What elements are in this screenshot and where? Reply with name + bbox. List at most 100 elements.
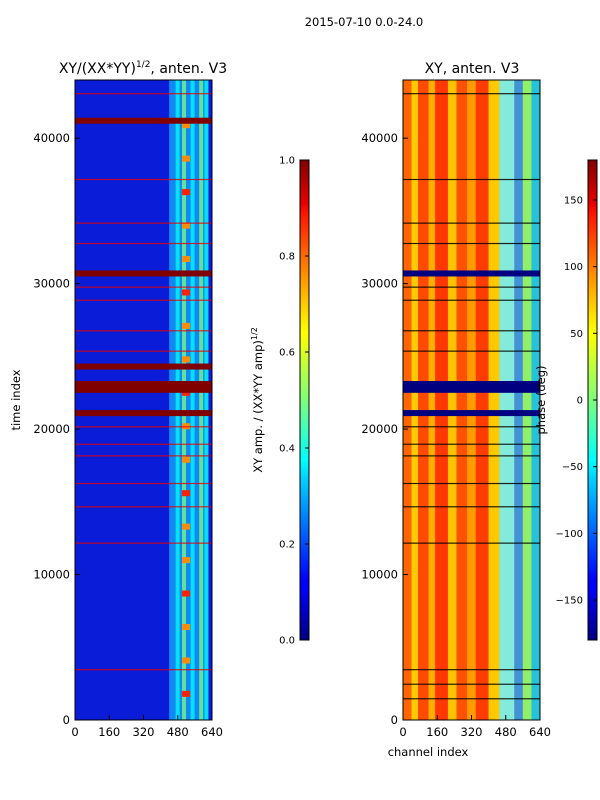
amplitude-flag-line <box>75 178 212 181</box>
amplitude-x-tick-label: 0 <box>71 725 78 739</box>
phase-panel-title: XY, anten. V3 <box>425 61 520 77</box>
phase-colorbar-tick-label: 0 <box>577 396 583 407</box>
amplitude-flag-line <box>75 443 212 445</box>
amplitude-x-tick-label: 320 <box>133 725 155 739</box>
phase-colorbar-label: phase (deg) <box>534 365 548 434</box>
phase-y-tick-label: 30000 <box>361 277 398 291</box>
amplitude-flag-line <box>75 506 212 508</box>
phase-flagged-row <box>403 381 540 387</box>
amplitude-colorbar: 0.0 0.2 0.4 0.6 0.8 1.0 XY amp. / (XX*YY amp)… <box>250 156 310 647</box>
phase-flag-line <box>403 542 540 544</box>
amplitude-x-tick-label: 160 <box>98 725 120 739</box>
phase-flag-line <box>403 178 540 181</box>
phase-flag-line <box>403 330 540 332</box>
amplitude-x-tick-label: 480 <box>167 725 189 739</box>
phase-x-axis: 0 160 320 480 640 <box>399 715 551 739</box>
amplitude-high-row <box>75 381 212 387</box>
phase-y-axis: 0 10000 20000 30000 40000 <box>361 131 408 727</box>
amplitude-colorbar-tick-label: 1.0 <box>279 156 295 167</box>
phase-x-tick-label: 480 <box>495 725 517 739</box>
phase-flagged-row <box>403 386 540 393</box>
phase-flag-line <box>403 443 540 445</box>
phase-flag-line <box>403 299 540 301</box>
phase-colorbar-tick-label: 100 <box>564 262 583 273</box>
amplitude-hot-spot <box>182 557 191 564</box>
amplitude-hot-spot <box>182 155 191 162</box>
phase-panel: XY, anten. V3 0 160 320 480 640 0 10000 20000 3… <box>361 61 598 759</box>
amplitude-heatmap <box>74 79 213 721</box>
amplitude-hot-spot <box>182 690 191 697</box>
phase-x-tick-label: 160 <box>426 725 448 739</box>
amplitude-x-tick-label: 640 <box>201 725 223 739</box>
phase-channel-band <box>428 80 436 720</box>
amplitude-bright-stripe <box>182 80 187 720</box>
amplitude-flag-line <box>75 455 212 457</box>
amplitude-flag-line <box>75 669 212 671</box>
phase-flag-line <box>403 669 540 671</box>
amplitude-bright-stripe <box>199 80 204 720</box>
amplitude-hot-spot <box>182 523 191 530</box>
amplitude-high-row <box>75 270 212 277</box>
phase-y-tick-label: 0 <box>391 713 398 727</box>
amplitude-hot-spot <box>182 590 191 597</box>
amplitude-hot-spot <box>182 256 191 262</box>
phase-channel-band <box>475 80 489 720</box>
amplitude-hot-spot <box>182 456 191 463</box>
amplitude-y-tick-label: 40000 <box>33 131 70 145</box>
phase-flag-line <box>403 698 540 700</box>
phase-x-axis-label: channel index <box>388 745 469 759</box>
phase-channel-band <box>488 80 500 720</box>
phase-colorbar-tick-label: 150 <box>564 196 583 207</box>
amplitude-hot-spot <box>182 624 191 630</box>
amplitude-flag-line <box>75 482 212 485</box>
amplitude-flag-line <box>75 93 212 95</box>
amplitude-colorbar-tick-label: 0.0 <box>279 636 295 647</box>
phase-heatmap <box>402 79 541 721</box>
amplitude-colorbar-label: XY amp. / (XX*YY amp)1/2 <box>250 327 265 473</box>
phase-x-tick-label: 640 <box>529 725 551 739</box>
amplitude-flag-line <box>75 299 212 301</box>
phase-flagged-row <box>403 270 540 277</box>
amplitude-flag-line <box>75 222 212 224</box>
phase-colorbar-tick-label: −100 <box>556 529 583 540</box>
amplitude-hot-spot <box>182 657 191 664</box>
amplitude-hot-spot <box>182 289 191 296</box>
amplitude-flag-line <box>75 542 212 544</box>
amplitude-colorbar-tick-label: 0.4 <box>279 444 295 455</box>
amplitude-flag-line <box>75 426 212 428</box>
phase-x-tick-label: 0 <box>399 725 406 739</box>
phase-flag-line <box>403 426 540 428</box>
amplitude-hot-spot <box>182 356 191 363</box>
amplitude-bright-stripe <box>204 80 209 720</box>
phase-channel-band <box>435 80 448 720</box>
phase-colorbar-tick-label: −150 <box>556 596 583 607</box>
phase-channel-band <box>411 80 418 720</box>
amplitude-flag-line <box>75 242 212 245</box>
amplitude-y-axis-label: time index <box>9 369 23 430</box>
amplitude-flag-line <box>75 350 212 352</box>
amplitude-y-tick-label: 20000 <box>33 422 70 436</box>
amplitude-hot-spot <box>182 222 191 229</box>
amplitude-panel-title: XY/(XX*YY)1/2, anten. V3 <box>59 60 227 77</box>
amplitude-high-row <box>75 117 212 124</box>
amplitude-hot-spot <box>182 122 191 129</box>
phase-channel-band <box>403 80 412 720</box>
phase-channel-band <box>456 80 468 720</box>
phase-flag-line <box>403 482 540 485</box>
amplitude-high-row <box>75 386 212 393</box>
phase-channel-band <box>514 80 523 720</box>
amplitude-x-axis: 0 160 320 480 640 <box>71 715 223 739</box>
amplitude-high-row <box>75 363 212 370</box>
phase-y-tick-label: 40000 <box>361 131 398 145</box>
phase-colorbar: −150 −100 −50 0 50 100 150 phase (deg) <box>534 159 598 641</box>
amplitude-high-row <box>75 410 212 417</box>
amplitude-hot-spot <box>182 322 191 329</box>
amplitude-y-axis: 0 10000 20000 30000 40000 <box>33 131 80 727</box>
phase-flag-line <box>403 350 540 352</box>
phase-channel-band <box>467 80 476 720</box>
amplitude-bright-stripe <box>190 80 195 720</box>
phase-y-tick-label: 20000 <box>361 422 398 436</box>
phase-flag-line <box>403 683 540 685</box>
amplitude-colorbar-gradient <box>299 159 310 641</box>
